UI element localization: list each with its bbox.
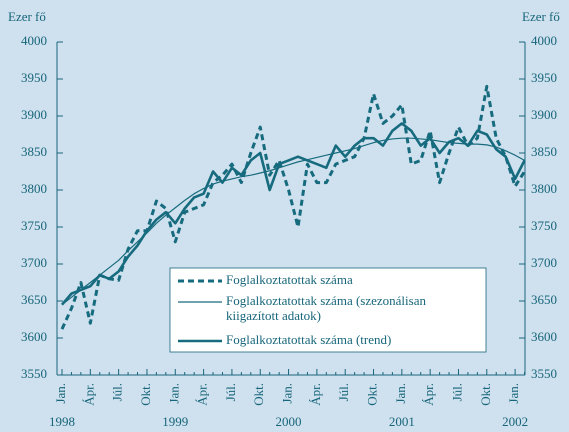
y2-tick-label: 3850 — [531, 144, 557, 159]
y-tick-label: 3950 — [21, 70, 47, 85]
y-tick-label: 3550 — [21, 366, 47, 381]
y-tick-label: 4000 — [21, 33, 47, 48]
y2-tick-label: 3550 — [531, 366, 557, 381]
x-tick-label: Júl. — [449, 383, 464, 401]
y-tick-label: 3900 — [21, 107, 47, 122]
x-tick-label: Ápr. — [308, 383, 323, 406]
year-label: 2002 — [502, 414, 528, 429]
y2-tick-label: 3600 — [531, 329, 557, 344]
y2-tick-label: 3650 — [531, 292, 557, 307]
x-tick-label: Jan. — [53, 383, 68, 404]
year-label: 1999 — [162, 414, 188, 429]
year-label: 2000 — [276, 414, 302, 429]
x-tick-label: Ápr. — [195, 383, 210, 406]
y2-tick-label: 3950 — [531, 70, 557, 85]
x-tick-label: Júl. — [336, 383, 351, 401]
x-tick-label: Jan. — [506, 383, 521, 404]
y2-tick-label: 3800 — [531, 181, 557, 196]
x-tick-label: Júl. — [223, 383, 238, 401]
x-tick-label: Jan. — [393, 383, 408, 404]
year-label: 2001 — [389, 414, 415, 429]
x-tick-label: Okt. — [251, 383, 266, 406]
y-axis-label: Ezer fő — [8, 9, 46, 24]
x-tick-label: Jan. — [280, 383, 295, 404]
year-label: 1998 — [49, 414, 75, 429]
x-tick-label: Ápr. — [421, 383, 436, 406]
y2-tick-label: 3900 — [531, 107, 557, 122]
legend-line: kiigazított adatok) — [226, 308, 321, 323]
y2-axis-label: Ezer fő — [522, 9, 560, 24]
y2-tick-label: 4000 — [531, 33, 557, 48]
y-tick-label: 3800 — [21, 181, 47, 196]
x-tick-label: Júl. — [110, 383, 125, 401]
y2-tick-label: 3750 — [531, 218, 557, 233]
legend-label: Foglalkoztatottak száma — [226, 272, 353, 287]
legend-label: Foglalkoztatottak száma (trend) — [226, 332, 391, 347]
y-tick-label: 3850 — [21, 144, 47, 159]
legend-box — [169, 267, 487, 353]
y-tick-label: 3700 — [21, 255, 47, 270]
legend: Foglalkoztatottak száma Foglalkoztatottak… — [169, 267, 487, 353]
y2-tick-label: 3700 — [531, 255, 557, 270]
x-tick-label: Okt. — [138, 383, 153, 406]
y-tick-label: 3600 — [21, 329, 47, 344]
legend-line: Foglalkoztatottak száma (szezonálisan — [226, 293, 426, 308]
x-tick-label: Okt. — [365, 383, 380, 406]
x-tick-label: Jan. — [166, 383, 181, 404]
y-tick-label: 3650 — [21, 292, 47, 307]
x-tick-label: Okt. — [478, 383, 493, 406]
x-tick-label: Ápr. — [81, 383, 96, 406]
series-line — [60, 84, 526, 330]
legend-label: Foglalkoztatottak száma (szezonálisan kii… — [226, 293, 426, 323]
series-line — [61, 122, 526, 306]
y-tick-label: 3750 — [21, 218, 47, 233]
